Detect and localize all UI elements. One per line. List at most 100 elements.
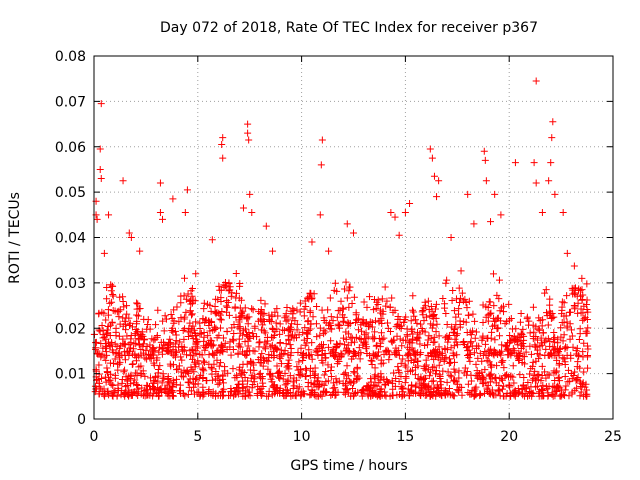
data-point bbox=[236, 313, 244, 321]
data-point bbox=[573, 350, 581, 358]
data-point bbox=[526, 342, 534, 350]
data-point bbox=[409, 306, 417, 314]
data-point bbox=[455, 367, 463, 375]
data-point bbox=[324, 377, 332, 385]
data-point bbox=[177, 299, 185, 307]
data-point bbox=[573, 363, 581, 371]
data-point bbox=[342, 369, 350, 377]
data-point bbox=[168, 315, 176, 323]
data-point bbox=[392, 344, 400, 352]
data-point bbox=[424, 297, 432, 305]
y-tick-label: 0.01 bbox=[55, 367, 86, 383]
data-point bbox=[518, 386, 526, 394]
data-point bbox=[479, 351, 487, 359]
data-point bbox=[166, 347, 174, 355]
data-point bbox=[456, 323, 464, 331]
data-point bbox=[537, 377, 545, 385]
data-point bbox=[522, 348, 530, 356]
data-point bbox=[396, 335, 404, 343]
data-point bbox=[484, 317, 492, 325]
data-point bbox=[429, 339, 437, 347]
data-point bbox=[397, 383, 405, 391]
data-point bbox=[96, 145, 104, 153]
data-point bbox=[567, 351, 575, 359]
data-point bbox=[363, 382, 371, 390]
data-point bbox=[489, 270, 497, 278]
data-point bbox=[327, 363, 335, 371]
data-point bbox=[291, 391, 299, 399]
data-point bbox=[125, 386, 133, 394]
data-point bbox=[253, 389, 261, 397]
data-point bbox=[371, 364, 379, 372]
data-point bbox=[399, 388, 407, 396]
data-point bbox=[369, 350, 377, 358]
data-point bbox=[361, 338, 369, 346]
data-point bbox=[471, 334, 479, 342]
data-point bbox=[154, 392, 162, 400]
data-point bbox=[360, 331, 368, 339]
data-point bbox=[411, 316, 419, 324]
data-point bbox=[489, 391, 497, 399]
data-point bbox=[318, 136, 326, 144]
data-point bbox=[225, 279, 233, 287]
data-point bbox=[546, 295, 554, 303]
data-point bbox=[464, 380, 472, 388]
data-point bbox=[512, 335, 520, 343]
data-point bbox=[461, 295, 469, 303]
data-point bbox=[437, 391, 445, 399]
data-point bbox=[150, 345, 158, 353]
data-point bbox=[576, 330, 584, 338]
data-point bbox=[505, 381, 513, 389]
data-point bbox=[382, 348, 390, 356]
data-point bbox=[326, 350, 334, 358]
data-point bbox=[95, 390, 103, 398]
data-point bbox=[442, 353, 450, 361]
data-point bbox=[171, 340, 179, 348]
data-point bbox=[222, 302, 230, 310]
data-point bbox=[114, 360, 122, 368]
data-point bbox=[517, 310, 525, 318]
data-point bbox=[324, 343, 332, 351]
data-point bbox=[161, 385, 169, 393]
data-point bbox=[218, 140, 226, 148]
data-point bbox=[318, 356, 326, 364]
data-point bbox=[146, 341, 154, 349]
data-point bbox=[336, 306, 344, 314]
data-point bbox=[421, 328, 429, 336]
data-point bbox=[349, 353, 357, 361]
data-point bbox=[331, 388, 339, 396]
data-point bbox=[308, 355, 316, 363]
data-point bbox=[226, 343, 234, 351]
data-point bbox=[432, 300, 440, 308]
data-point bbox=[464, 389, 472, 397]
data-point bbox=[366, 293, 374, 301]
data-point bbox=[148, 382, 156, 390]
data-point bbox=[315, 392, 323, 400]
data-point bbox=[470, 220, 478, 228]
data-point bbox=[302, 365, 310, 373]
data-point bbox=[571, 303, 579, 311]
data-point bbox=[499, 357, 507, 365]
data-point bbox=[333, 287, 341, 295]
data-point bbox=[236, 343, 244, 351]
data-point bbox=[178, 372, 186, 380]
data-point bbox=[276, 355, 284, 363]
data-point bbox=[154, 384, 162, 392]
data-point bbox=[187, 352, 195, 360]
data-point bbox=[298, 370, 306, 378]
data-point bbox=[255, 308, 263, 316]
data-point bbox=[237, 312, 245, 320]
data-point bbox=[371, 328, 379, 336]
data-point bbox=[132, 354, 140, 362]
data-point bbox=[479, 380, 487, 388]
data-point bbox=[339, 317, 347, 325]
data-point bbox=[376, 343, 384, 351]
data-point bbox=[475, 342, 483, 350]
data-point bbox=[287, 351, 295, 359]
data-point bbox=[184, 391, 192, 399]
data-point bbox=[137, 369, 145, 377]
data-point bbox=[364, 383, 372, 391]
data-point bbox=[181, 325, 189, 333]
data-point bbox=[92, 345, 100, 353]
data-point bbox=[411, 351, 419, 359]
